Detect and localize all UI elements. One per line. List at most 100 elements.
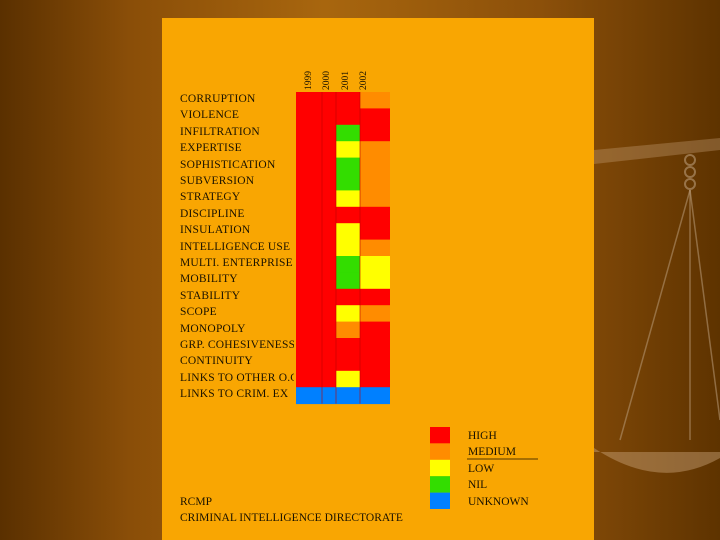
heatmap-cell xyxy=(336,108,360,126)
heatmap-cell xyxy=(322,338,336,355)
heatmap-cell xyxy=(336,354,360,372)
heatmap-cell xyxy=(322,239,336,257)
row-label: SOPHISTICATION xyxy=(180,158,276,171)
heatmap-cell xyxy=(360,157,390,175)
heatmap-cell xyxy=(322,157,336,175)
heatmap-cell xyxy=(336,206,360,224)
heatmap-cell xyxy=(296,288,322,306)
heatmap-cell xyxy=(336,305,360,323)
heatmap-cell xyxy=(322,321,336,339)
heatmap-cell xyxy=(296,141,322,159)
heatmap-cell xyxy=(360,256,390,273)
chart-panel: CORRUPTION VIOLENCE INFILTRATION EXPERTISE S… xyxy=(162,18,594,540)
heatmap-cell xyxy=(360,190,390,208)
heatmap-cell xyxy=(336,256,360,273)
heatmap-cell xyxy=(322,92,336,109)
heatmap-cell xyxy=(336,223,360,241)
heatmap-cell xyxy=(360,239,390,257)
heatmap-cell xyxy=(360,370,390,388)
heatmap-cell xyxy=(322,288,336,306)
heatmap-cell xyxy=(336,157,360,175)
heatmap-cell xyxy=(336,338,360,355)
row-label: MULTI. ENTERPRISE xyxy=(180,257,293,269)
row-label: SCOPE xyxy=(180,306,217,319)
heatmap-cell xyxy=(360,387,390,405)
heatmap-cell xyxy=(296,206,322,224)
row-label: LINKS TO CRIM. EX xyxy=(180,388,289,401)
column-label-2000: 2000 xyxy=(322,71,332,90)
heatmap-cell xyxy=(322,305,336,323)
heatmap-cell xyxy=(296,321,322,339)
row-label: CORRUPTION xyxy=(180,93,256,105)
heatmap-cell xyxy=(336,321,360,339)
heatmap-cell xyxy=(296,108,322,126)
heatmap-cell xyxy=(322,206,336,224)
heatmap-cell xyxy=(296,272,322,290)
row-label: CONTINUITY xyxy=(180,355,253,368)
row-label: LINKS TO OTHER O.C. xyxy=(180,371,294,384)
heatmap-cell xyxy=(296,305,322,323)
heatmap-cell xyxy=(322,272,336,290)
heatmap-cell xyxy=(296,370,322,388)
legend-swatch xyxy=(430,459,450,477)
heatmap-cell xyxy=(336,141,360,159)
heatmap-cell xyxy=(360,92,390,109)
heatmap-cell xyxy=(296,157,322,175)
heatmap-cell xyxy=(360,338,390,355)
heatmap-cell xyxy=(296,256,322,273)
heatmap-cell xyxy=(322,370,336,388)
legend-swatch xyxy=(430,492,450,509)
heatmap-cell xyxy=(360,174,390,191)
legend-swatch xyxy=(430,427,450,444)
heatmap-cell xyxy=(360,354,390,372)
column-label-2001: 2001 xyxy=(341,71,351,90)
heatmap-cell xyxy=(296,387,322,405)
heatmap-cell xyxy=(322,141,336,159)
row-label: MONOPOLY xyxy=(180,322,246,335)
heatmap-cell xyxy=(360,321,390,339)
column-label-2002: 2002 xyxy=(359,71,369,90)
heatmap-cell xyxy=(296,223,322,241)
heatmap-cell xyxy=(336,272,360,290)
heatmap-cell xyxy=(360,305,390,323)
heatmap-cell xyxy=(322,124,336,142)
heatmap-cell xyxy=(322,174,336,191)
row-label: VIOLENCE xyxy=(180,109,240,122)
heatmap-cell xyxy=(322,223,336,241)
legend-label: UNKNOWN xyxy=(468,495,529,508)
heatmap-cell xyxy=(336,92,360,109)
heatmap-cell xyxy=(336,370,360,388)
heatmap-cell xyxy=(322,190,336,208)
heatmap-cell xyxy=(296,174,322,191)
heatmap-cell xyxy=(322,108,336,126)
legend-label: NIL xyxy=(468,479,488,492)
heatmap-cell xyxy=(296,354,322,372)
heatmap-cell xyxy=(322,354,336,372)
heatmap-cell xyxy=(360,272,390,290)
heatmap-cell xyxy=(296,92,322,109)
heatmap-cell xyxy=(336,190,360,208)
heatmap-grid xyxy=(296,92,538,509)
footer-directorate: CRIMINAL INTELLIGENCE DIRECTORATE xyxy=(180,512,403,524)
heatmap-cell xyxy=(322,387,336,405)
row-label: INSULATION xyxy=(180,224,251,237)
row-label: EXPERTISE xyxy=(180,142,242,155)
legend-swatch xyxy=(430,443,450,460)
heatmap-cell xyxy=(336,124,360,142)
heatmap-cell xyxy=(296,239,322,257)
heatmap-cell xyxy=(360,141,390,159)
row-label: DISCIPLINE xyxy=(180,207,245,220)
column-label-1999: 1999 xyxy=(304,71,314,90)
row-label: GRP. COHESIVENESS xyxy=(180,339,294,351)
heatmap-cell xyxy=(296,338,322,355)
row-label: STRATEGY xyxy=(180,191,241,204)
heatmap-cell xyxy=(360,108,390,126)
row-label: MOBILITY xyxy=(180,273,238,286)
footer-org: RCMP xyxy=(180,496,212,508)
legend-label: HIGH xyxy=(468,430,497,442)
heatmap-cell xyxy=(336,288,360,306)
row-label: SUBVERSION xyxy=(180,175,255,187)
heatmap-cell xyxy=(336,239,360,257)
heatmap-cell xyxy=(336,174,360,191)
